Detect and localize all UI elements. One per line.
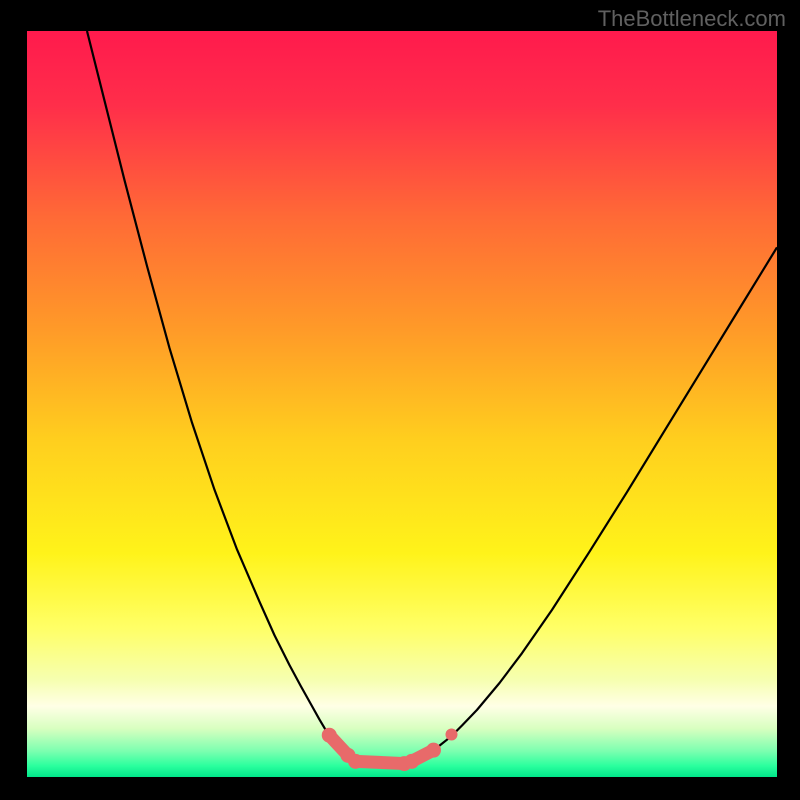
- chart-svg: [27, 31, 777, 777]
- gradient-background: [27, 31, 777, 777]
- watermark-text: TheBottleneck.com: [598, 6, 786, 32]
- plot-area: [27, 31, 777, 777]
- chart-container: TheBottleneck.com: [0, 0, 800, 800]
